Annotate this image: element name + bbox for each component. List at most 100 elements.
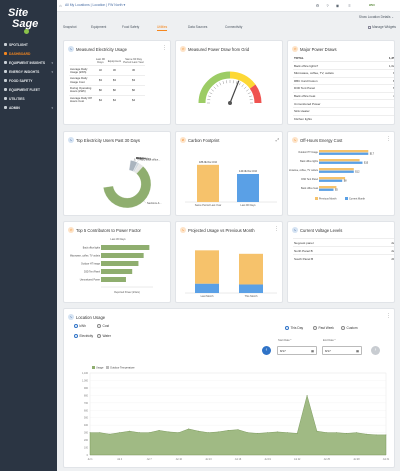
sidebar-item-dashboard[interactable]: DASHBOARD (0, 49, 57, 58)
usage-data-point (385, 434, 387, 436)
sidebar-item-food-safety[interactable]: FOOD SAFETY (0, 76, 57, 85)
next-period-button[interactable]: › (371, 346, 380, 355)
radio-button[interactable] (341, 326, 345, 330)
donut-leader-line (133, 158, 136, 162)
gauge-tick (247, 92, 251, 95)
fleet-icon (4, 88, 7, 91)
widget-menu-icon[interactable]: ⋮ (386, 136, 391, 142)
sidebar-item-equipment-insights[interactable]: EQUIPMENT INSIGHTS ▾ (0, 58, 57, 67)
gauge-tick (216, 84, 219, 87)
widget-menu-icon[interactable]: ⋮ (386, 313, 391, 319)
cell-value: $3 (106, 75, 123, 86)
category-label: Outdoor HT Image (81, 263, 101, 266)
radio-button[interactable] (313, 326, 317, 330)
show-location-details-link[interactable]: Show Location Details ⌄ (358, 15, 394, 19)
sidebar-item-equipment-fleet[interactable]: EQUIPMENT FLEET (0, 85, 57, 94)
category-label: Back office lights (83, 247, 101, 250)
radio-electricity[interactable]: Electricity (74, 334, 93, 338)
row-label: Average Daily Off Hours Cost (69, 94, 95, 105)
usage-data-point (326, 432, 328, 434)
logo-line1: Site (8, 7, 29, 19)
row-value: 220 W (365, 246, 394, 255)
widget-menu-icon[interactable]: ⋮ (162, 45, 167, 51)
expand-icon[interactable]: ⤢ (275, 137, 279, 142)
gauge-tick (244, 86, 247, 89)
tab-equipment[interactable]: Equipment (91, 25, 107, 29)
carbon-bar (197, 164, 219, 202)
usage-data-point (267, 432, 268, 434)
usage-data-point (306, 394, 308, 396)
widget-title: Location Usage (76, 314, 106, 320)
radio-cost[interactable]: Cost (97, 324, 109, 328)
radio-button[interactable] (97, 324, 101, 328)
bar-data-label: $8 (344, 180, 347, 183)
food-safety-icon (4, 79, 7, 82)
sidebar-item-admin[interactable]: ADMIN ▾ (0, 103, 57, 112)
table-row: Average Daily Usage Cost $3 $3 $3 (69, 75, 145, 86)
home-icon[interactable]: ⌂ (59, 3, 62, 8)
sidebar-item-label: ENERGY INSIGHTS (9, 69, 40, 74)
radio-button[interactable] (97, 334, 101, 338)
row-value: 46 W (375, 91, 394, 100)
calendar-icon[interactable]: ▦ (356, 348, 359, 353)
power-factor-widget: ⏻ Top 5 Contributors to Power Factor Last… (63, 221, 171, 303)
help-icon[interactable]: ? (326, 3, 329, 8)
radio-button[interactable] (74, 334, 78, 338)
category-label: D3D Tent Panel (301, 178, 318, 181)
radio-label: Past Week (318, 326, 334, 330)
y-tick-label: 600 (84, 409, 89, 412)
radio-water[interactable]: Water (97, 334, 111, 338)
radio-button[interactable] (285, 326, 289, 330)
radio-label: Electricity (79, 334, 94, 338)
manage-widgets-checkbox[interactable] (368, 25, 372, 29)
radio-past-week[interactable]: Past Week (313, 326, 334, 330)
x-tick-label: Jul 7 (147, 458, 153, 461)
tab-snapshot[interactable]: Snapshot (63, 25, 77, 29)
radio-this-day[interactable]: This Day (285, 326, 303, 330)
sidebar-item-energy-insights[interactable]: ENERGY INSIGHTS ▾ (0, 67, 57, 76)
widget-menu-icon[interactable]: ⋮ (274, 226, 279, 232)
radio-label: Custom (346, 326, 358, 330)
off-hours-bar (319, 186, 337, 189)
table-row: Back office heat46 W (293, 91, 394, 100)
usage-data-point (346, 432, 347, 434)
usage-data-point (138, 432, 140, 434)
bell-icon[interactable]: ◉ (335, 3, 340, 8)
donut-slice (128, 160, 138, 172)
category-label: Back office heat (301, 187, 318, 190)
table-row: Neg-test panel220 W (293, 237, 394, 247)
sidebar-item-spotlight[interactable]: SPOTLIGHT (0, 40, 57, 49)
end-date-input[interactable]: 8/17 ▦ (322, 346, 362, 355)
radio-label: kWh (79, 324, 86, 328)
electricity-icon: ϟ (68, 46, 74, 52)
radio-button[interactable] (74, 324, 78, 328)
row-label: Back office lights? (293, 61, 376, 70)
usage-data-point (129, 430, 130, 432)
sidebar-item-label: EQUIPMENT FLEET (9, 87, 40, 92)
gear-icon[interactable]: ⚙ (315, 3, 320, 8)
radio-kwh[interactable]: kWh (74, 324, 86, 328)
tab-food-safety[interactable]: Food Safety (122, 25, 140, 29)
table-row: D3D Tent Panel60 W (293, 84, 394, 93)
voltage-levels-widget: ϟ Current Voltage Levels Neg-test panel 22… (287, 221, 395, 303)
row-label: D3D Tent Panel (293, 84, 376, 93)
start-date-input[interactable]: 8/17 ▦ (277, 346, 317, 355)
x-axis-label: Reported Power (kVars) (114, 291, 140, 294)
legend-label: Usage (96, 366, 104, 370)
tab-utilities[interactable]: Utilities (157, 25, 168, 31)
site-sage-logo[interactable]: Site Sage (8, 8, 50, 30)
donut-leader-line (143, 200, 147, 204)
menu-icon[interactable]: ≡ (348, 3, 351, 8)
tab-data-sources[interactable]: Data Sources (188, 25, 208, 29)
top-electricity-users-widget: ϟ Top Electricity Users Past 30 Days Sect… (63, 131, 171, 216)
manage-widgets-toggle[interactable]: Manage Widgets (368, 25, 396, 29)
radio-custom[interactable]: Custom (341, 326, 357, 330)
column-header: Last 90 Days (95, 57, 105, 65)
table-row: Back office lights?1,029 W (293, 61, 394, 70)
previous-period-button[interactable]: ‹ (262, 346, 271, 355)
sidebar-item-utilities[interactable]: UTILITIES (0, 94, 57, 103)
calendar-icon[interactable]: ▦ (311, 348, 314, 353)
breadcrumb[interactable]: All My Locations | Location | FW North ▾ (65, 3, 126, 7)
power-icon: ⏻ (180, 46, 186, 52)
tab-connectivity[interactable]: Connectivity (225, 25, 243, 29)
